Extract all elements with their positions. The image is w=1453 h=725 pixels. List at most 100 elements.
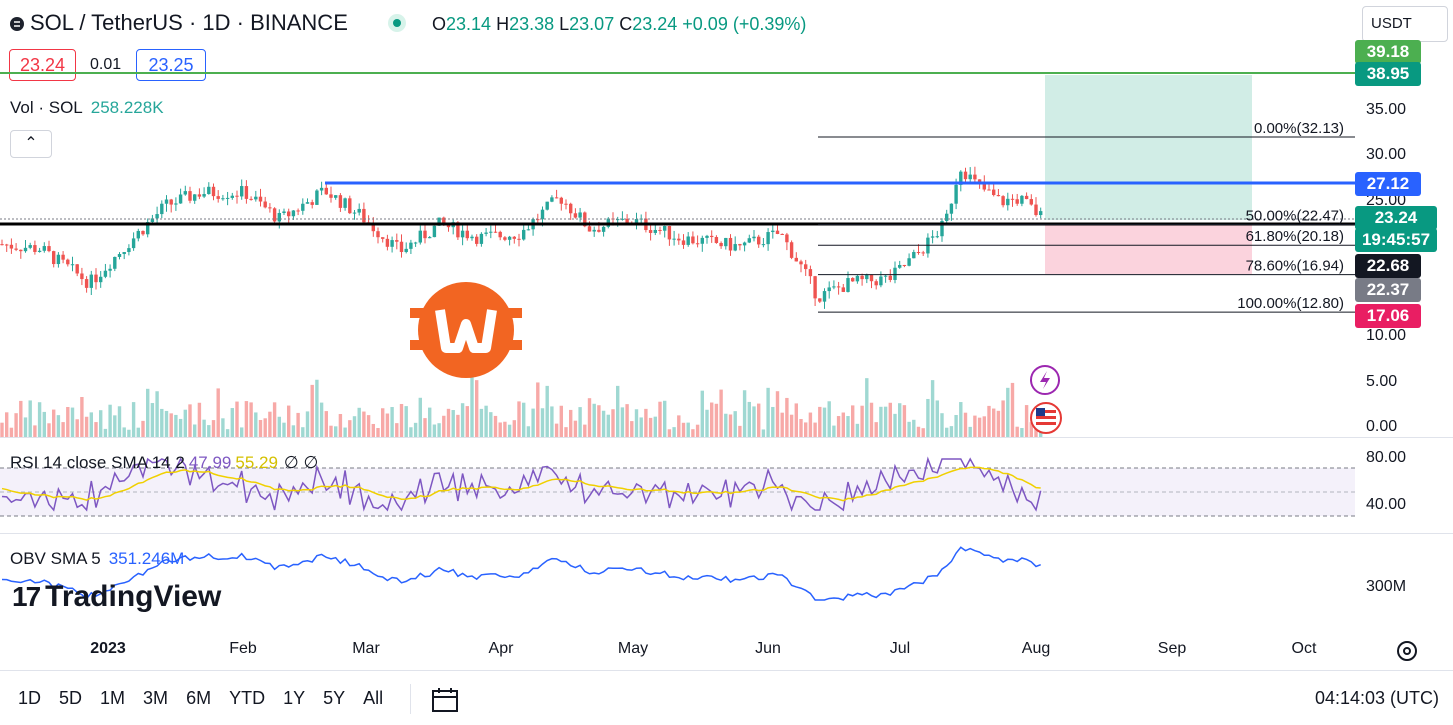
candle-body — [804, 264, 808, 270]
candle-body — [794, 257, 798, 262]
candle-body — [47, 246, 51, 252]
volume-bar — [404, 406, 408, 438]
currency-select[interactable]: USDT — [1362, 6, 1448, 42]
volume-bar — [371, 423, 375, 438]
candle-body — [578, 212, 582, 218]
candle-body — [381, 237, 385, 239]
volume-bar — [832, 425, 836, 438]
volume-bar — [794, 403, 798, 438]
utc-clock[interactable]: 04:14:03 (UTC) — [1314, 688, 1439, 708]
volume-bar — [413, 422, 418, 438]
candle-body — [930, 236, 935, 238]
pane-divider[interactable] — [0, 437, 1453, 438]
us-flag-icon[interactable] — [1030, 402, 1062, 434]
range-button[interactable]: 5D — [59, 688, 83, 708]
candle-body — [503, 237, 507, 240]
volume-bar — [169, 413, 173, 438]
volume-bar — [841, 412, 845, 438]
volume-bar — [597, 405, 601, 438]
candle-body — [357, 208, 361, 213]
candle-body — [160, 203, 164, 215]
volume-bar — [131, 402, 136, 438]
candle-body — [446, 223, 451, 228]
candle-body — [710, 235, 714, 238]
volume-bar — [1029, 422, 1033, 438]
candle-body — [19, 249, 23, 252]
time-tick: Feb — [229, 640, 257, 657]
range-button[interactable]: YTD — [229, 688, 266, 708]
volume-bar — [550, 406, 554, 438]
candle-body — [855, 275, 860, 282]
volume-bar — [99, 410, 103, 438]
sell-button[interactable]: 23.24 — [9, 49, 76, 81]
volume-bar — [630, 421, 634, 438]
buy-button[interactable]: 23.25 — [136, 49, 206, 81]
lightning-icon[interactable] — [1030, 365, 1060, 395]
settings-gear-icon[interactable] — [1394, 638, 1420, 664]
price-chart[interactable]: 0.00%(32.13) 50.00%(22.47) 61.80%(20.18) 78… — [0, 40, 1453, 690]
volume-bar — [19, 400, 23, 438]
candle-body — [23, 247, 28, 252]
range-button[interactable]: 1M — [100, 688, 126, 708]
volume-bar — [428, 407, 432, 438]
candle-body — [146, 222, 150, 235]
volume-bar — [221, 418, 225, 438]
candle-body — [968, 174, 972, 180]
candle-body — [493, 231, 498, 233]
candle-body — [681, 240, 686, 245]
candle-body — [136, 230, 140, 239]
range-button[interactable]: All — [363, 688, 384, 708]
pane-divider[interactable] — [0, 533, 1453, 534]
range-button[interactable]: 3M — [143, 688, 169, 708]
volume-bar — [366, 415, 371, 438]
volume-bar — [648, 417, 653, 438]
candle-body — [634, 219, 639, 224]
volume-bar — [846, 416, 850, 438]
candle-body — [70, 264, 75, 266]
volume-bar — [319, 402, 324, 438]
volume-bar — [686, 422, 690, 438]
candle-body — [601, 226, 606, 232]
date-range-calendar-icon[interactable] — [430, 686, 460, 714]
candle-body — [507, 236, 512, 240]
candle-body — [653, 229, 657, 233]
volume-bar — [789, 414, 794, 438]
fibonacci-retracement[interactable]: 0.00%(32.13) 50.00%(22.47) 61.80%(20.18) 78… — [818, 120, 1355, 313]
candle-body — [818, 298, 822, 302]
volume-bar — [945, 427, 949, 438]
volume-bar — [42, 411, 46, 438]
volume-bar — [883, 406, 888, 438]
candle-body — [747, 238, 751, 243]
volume-bar — [9, 427, 14, 438]
obv-tick: 300M — [1366, 578, 1407, 595]
volume-bar — [757, 403, 761, 438]
volume-bar — [197, 402, 202, 438]
range-button[interactable]: 1Y — [283, 688, 306, 708]
candles-group — [0, 166, 1043, 309]
volume-bar — [37, 402, 42, 438]
volume-bar — [395, 423, 399, 438]
volume-bar — [710, 402, 714, 438]
range-button[interactable]: 6M — [186, 688, 212, 708]
symbol-title[interactable]: SOL / TetherUS · 1D · BINANCE — [30, 10, 348, 35]
volume-bar — [587, 398, 592, 438]
range-button[interactable]: 5Y — [323, 688, 346, 708]
candle-body — [733, 244, 737, 251]
candle-body — [9, 244, 14, 249]
range-button[interactable]: 1D — [18, 688, 42, 708]
collapse-legend-button[interactable]: ⌃ — [10, 130, 52, 158]
candle-body — [52, 251, 56, 265]
volume-bar — [752, 406, 756, 438]
tradingview-logo[interactable]: 17 TradingView — [12, 580, 222, 613]
volume-bar — [860, 405, 864, 438]
volume-bar — [992, 408, 996, 438]
tradingview-mark-icon: 17 — [12, 581, 41, 612]
candle-body — [244, 186, 249, 199]
volume-bar — [940, 413, 944, 438]
range-selector: 1D 5D 1M 3M 6M YTD 1Y 5Y All — [18, 688, 401, 709]
volume-bar — [879, 406, 883, 438]
volume-bar — [893, 413, 897, 438]
candle-body — [319, 187, 324, 191]
candle-body — [973, 174, 977, 180]
candle-body — [822, 291, 827, 302]
